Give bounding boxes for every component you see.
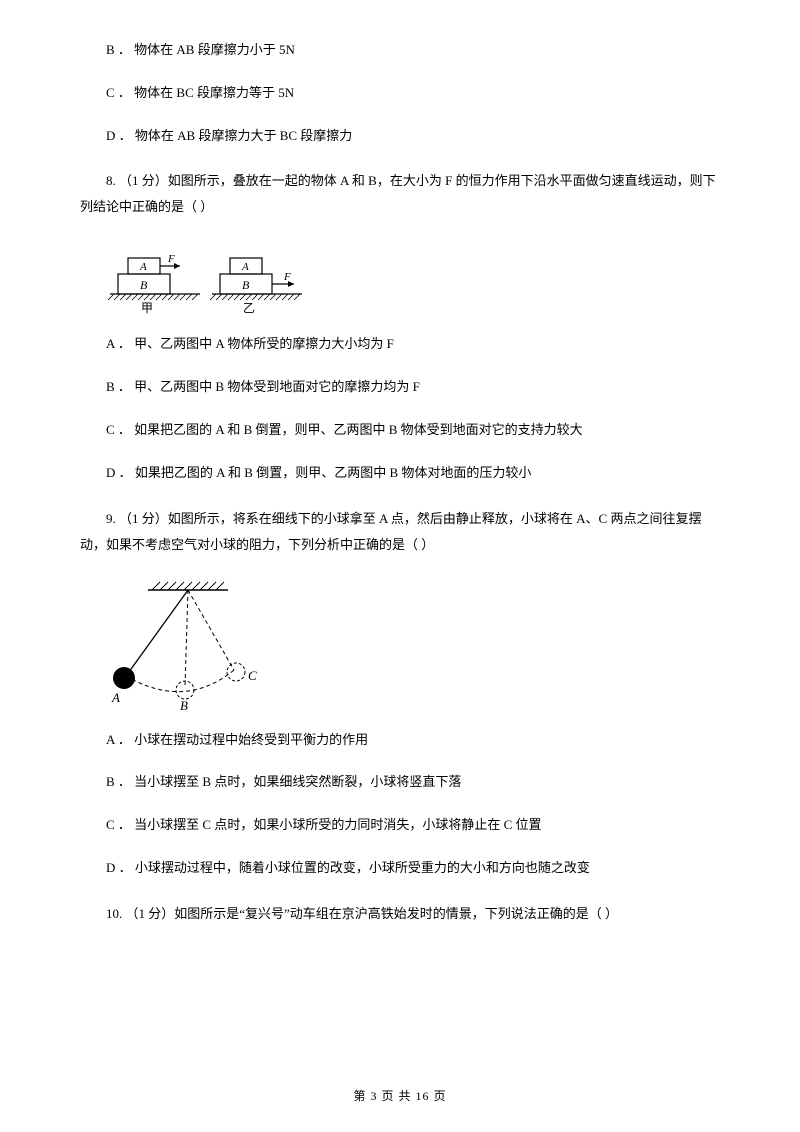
q8-stem: 8. （1 分）如图所示，叠放在一起的物体 A 和 B，在大小为 F 的恒力作用…: [80, 168, 720, 220]
q8-fig-a1: A: [139, 261, 147, 273]
q8-fig-f1: F: [167, 253, 175, 265]
q9-figure: A B C: [108, 580, 720, 710]
q9-fig-b: B: [180, 698, 188, 710]
q7-option-c: C ． 物体在 BC 段摩擦力等于 5N: [80, 83, 720, 104]
q9-option-b: B ． 当小球摆至 B 点时，如果细线突然断裂，小球将竖直下落: [80, 772, 720, 793]
q8-option-c: C ． 如果把乙图的 A 和 B 倒置，则甲、乙两图中 B 物体受到地面对它的支…: [80, 420, 720, 441]
q9-option-d: D ． 小球摆动过程中，随着小球位置的改变，小球所受重力的大小和方向也随之改变: [80, 858, 720, 879]
q8-fig-a2: A: [241, 261, 249, 273]
q8-fig-b2: B: [242, 278, 250, 292]
q9-option-c: C ． 当小球摆至 C 点时，如果小球所受的力同时消失，小球将静止在 C 位置: [80, 815, 720, 836]
q9-stem: 9. （1 分）如图所示，将系在细线下的小球拿至 A 点，然后由静止释放，小球将…: [80, 506, 720, 558]
page-footer: 第 3 页 共 16 页: [0, 1087, 800, 1106]
q8-fig-yi: 乙: [243, 301, 255, 314]
q8-figure: B A F 甲 B A F 乙: [108, 242, 720, 314]
q9-fig-c: C: [248, 668, 257, 683]
q7-option-b: B ． 物体在 AB 段摩擦力小于 5N: [80, 40, 720, 61]
q9-option-a: A ． 小球在摆动过程中始终受到平衡力的作用: [80, 730, 720, 751]
q8-option-a: A ． 甲、乙两图中 A 物体所受的摩擦力大小均为 F: [80, 334, 720, 355]
q7-option-d: D ． 物体在 AB 段摩擦力大于 BC 段摩擦力: [80, 126, 720, 147]
q10-stem: 10. （1 分）如图所示是“复兴号”动车组在京沪高铁始发时的情景，下列说法正确…: [80, 901, 720, 927]
q9-fig-a: A: [111, 690, 120, 705]
q8-fig-b1: B: [140, 278, 148, 292]
q8-option-b: B ． 甲、乙两图中 B 物体受到地面对它的摩擦力均为 F: [80, 377, 720, 398]
q8-fig-f2: F: [283, 271, 291, 283]
q8-fig-jia: 甲: [141, 301, 153, 314]
q8-option-d: D ． 如果把乙图的 A 和 B 倒置，则甲、乙两图中 B 物体对地面的压力较小: [80, 463, 720, 484]
